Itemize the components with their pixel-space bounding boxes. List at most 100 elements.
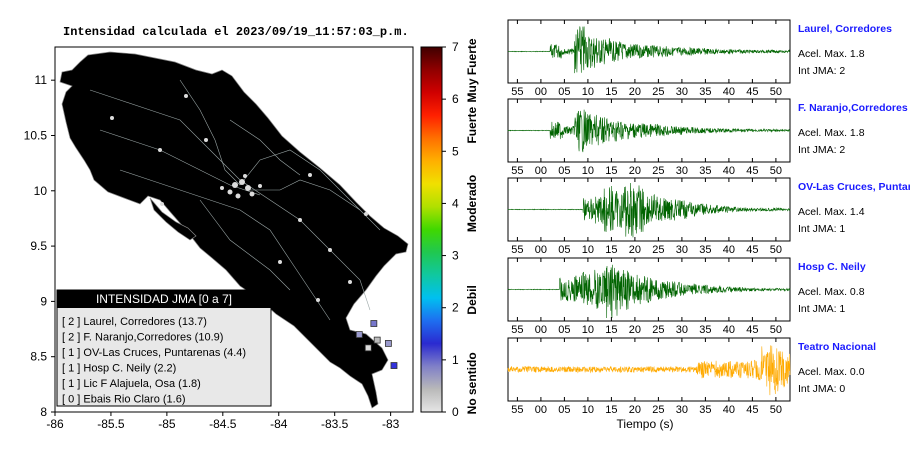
- waveform-tick-label: 55: [511, 324, 523, 336]
- waveform-tick-label: 35: [699, 404, 711, 416]
- waveform-panel: 55 00 05 10 15 20 25 30 35 40 45 50 OV-Las Cruces, P…: [507, 177, 910, 256]
- waveform-tick-label: 15: [605, 86, 617, 98]
- waveform-tick-label: 00: [535, 86, 547, 98]
- waveform-station-name: Hosp C. Neily: [798, 261, 866, 273]
- waveform-trace: [507, 345, 791, 396]
- waveform-tick-label: 20: [629, 244, 641, 256]
- waveform-tick-label: 15: [605, 404, 617, 416]
- waveform-jma-intensity: Int JMA: 1: [798, 303, 845, 315]
- costa-rica-land: [59, 51, 409, 409]
- waveform-tick-label: 45: [746, 165, 758, 177]
- map-y-tick-label: 8: [40, 405, 47, 419]
- waveform-tick-label: 25: [652, 86, 664, 98]
- waveform-tick-label: 45: [746, 404, 758, 416]
- waveform-tick-label: 35: [699, 324, 711, 336]
- station-marker: [384, 340, 392, 347]
- waveform-tick-label: 15: [605, 244, 617, 256]
- legend-box: [56, 289, 272, 407]
- map-legend: INTENSIDAD JMA [0 a 7] [ 2 ] Laurel, Cor…: [56, 289, 272, 407]
- waveform-tick-label: 20: [629, 324, 641, 336]
- waveform-tick-label: 25: [652, 165, 664, 177]
- station-marker: [364, 344, 372, 352]
- waveform-xlabel: Tiempo (s): [617, 417, 674, 431]
- station-markers: [355, 320, 398, 369]
- colorbar-tick-label: 0: [452, 405, 459, 419]
- colorbar-tick-label: 7: [452, 40, 459, 54]
- colorbar-tick-label: 3: [452, 249, 459, 263]
- waveform-tick-label: 10: [582, 165, 594, 177]
- colorbar-tick-label: 6: [452, 92, 459, 106]
- legend-item: [ 1 ] Lic F Alajuela, Osa (1.8): [62, 378, 201, 390]
- waveform-station-name: Teatro Nacional: [798, 341, 876, 353]
- waveform-accel-max: Acel. Max. 0.0: [798, 366, 865, 378]
- legend-item: [ 2 ] F. Naranjo,Corredores (10.9): [62, 332, 223, 344]
- colorbar-category-label: No sentido: [465, 352, 479, 414]
- waveform-jma-intensity: Int JMA: 0: [798, 383, 845, 395]
- waveform-tick-label: 05: [558, 244, 570, 256]
- waveform-tick-label: 05: [558, 86, 570, 98]
- map-y-tick-label: 11: [35, 73, 48, 87]
- waveform-tick-label: 55: [511, 404, 523, 416]
- waveform-trace: [507, 109, 791, 153]
- waveform-tick-label: 30: [676, 86, 688, 98]
- waveform-tick-label: 45: [746, 244, 758, 256]
- legend-title: INTENSIDAD JMA [0 a 7]: [96, 292, 232, 306]
- waveform-tick-label: 40: [723, 324, 735, 336]
- map-y-axis: 11 10.5 10 9.5 9 8.5 8: [24, 73, 55, 419]
- waveform-tick-label: 55: [511, 165, 523, 177]
- waveform-tick-label: 00: [535, 404, 547, 416]
- waveform-tick-label: 50: [770, 324, 782, 336]
- waveform-tick-label: 40: [723, 404, 735, 416]
- map-title: Intensidad calculada el 2023/09/19_11:57…: [63, 25, 409, 39]
- waveform-accel-max: Acel. Max. 0.8: [798, 286, 865, 298]
- legend-item: [ 1 ] Hosp C. Neily (2.2): [62, 363, 176, 375]
- waveform-accel-max: Acel. Max. 1.8: [798, 48, 865, 60]
- map-x-tick-label: -84.5: [209, 417, 237, 431]
- map-roads: [89, 79, 381, 321]
- colorbar-ticks: 7 6 5 4 3 2 1 0: [442, 40, 459, 419]
- waveform-tick-label: 25: [652, 324, 664, 336]
- map-x-tick-label: -83: [382, 417, 400, 431]
- colorbar-category-label: Fuerte: [465, 107, 479, 144]
- waveform-panels: 55 00 05 10 15 20 25 30 35 40 45 50 Laurel, Corredor…: [507, 19, 910, 416]
- colorbar-labels: Muy Fuerte Fuerte Moderado Debil No sentido: [465, 38, 479, 414]
- waveform-tick-label: 50: [770, 244, 782, 256]
- colorbar-gradient: [420, 46, 443, 413]
- waveform-tick-label: 35: [699, 165, 711, 177]
- waveform-tick-label: 00: [535, 165, 547, 177]
- waveform-tick-label: 25: [652, 244, 664, 256]
- waveform-tick-label: 05: [558, 165, 570, 177]
- legend-item: [ 0 ] Ebais Rio Claro (1.6): [62, 394, 186, 406]
- legend-item: [ 2 ] Laurel, Corredores (13.7): [62, 316, 207, 328]
- waveform-jma-intensity: Int JMA: 2: [798, 65, 845, 77]
- waveform-tick-label: 30: [676, 324, 688, 336]
- colorbar-tick-label: 4: [452, 196, 459, 210]
- waveform-tick-label: 15: [605, 324, 617, 336]
- waveform-tick-label: 55: [511, 86, 523, 98]
- waveform-tick-label: 55: [511, 244, 523, 256]
- colorbar: 7 6 5 4 3 2 1 0 Muy Fuerte Fuerte Moderado Debil No…: [420, 38, 479, 419]
- map-y-tick-label: 8.5: [30, 350, 47, 364]
- colorbar-tick-label: 5: [452, 144, 459, 158]
- waveform-tick-label: 10: [582, 86, 594, 98]
- map-x-tick-label: -83.5: [321, 417, 349, 431]
- colorbar-tick-label: 2: [452, 301, 459, 315]
- waveform-trace: [507, 182, 791, 238]
- station-marker: [370, 320, 378, 327]
- waveform-tick-label: 35: [699, 244, 711, 256]
- waveform-tick-label: 05: [558, 324, 570, 336]
- colorbar-tick-label: 1: [452, 353, 459, 367]
- colorbar-category-label: Muy Fuerte: [465, 38, 479, 102]
- waveform-tick-label: 15: [605, 165, 617, 177]
- colorbar-category-label: Moderado: [465, 175, 479, 232]
- waveform-panel: 55 00 05 10 15 20 25 30 35 40 45 50 Hosp C. Neily Ace…: [507, 257, 866, 336]
- waveform-tick-label: 50: [770, 86, 782, 98]
- station-marker: [355, 331, 363, 338]
- map-y-tick-label: 10.5: [24, 128, 48, 142]
- waveform-trace: [507, 264, 791, 319]
- map-y-tick-label: 9: [40, 294, 47, 308]
- waveform-tick-label: 00: [535, 244, 547, 256]
- waveform-accel-max: Acel. Max. 1.4: [798, 206, 865, 218]
- map-frame: [54, 46, 414, 413]
